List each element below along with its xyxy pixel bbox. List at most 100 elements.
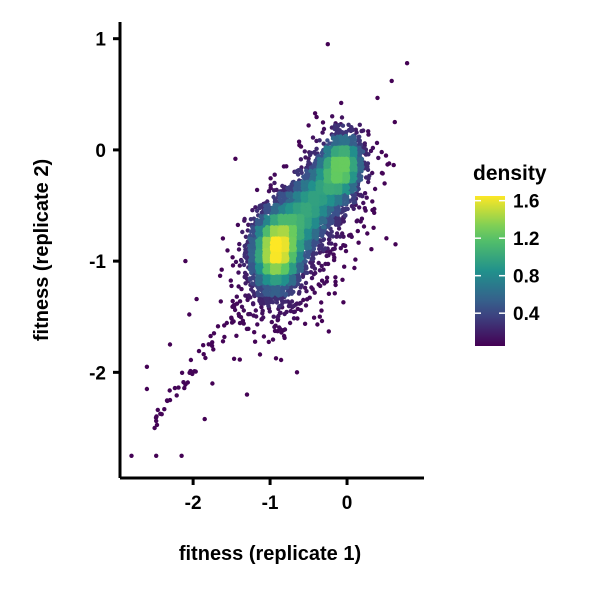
data-point <box>297 289 302 295</box>
data-point <box>350 138 355 143</box>
data-point <box>385 162 390 167</box>
data-point <box>349 188 354 194</box>
data-point <box>234 333 239 338</box>
data-point <box>349 204 355 209</box>
data-point <box>295 193 300 198</box>
data-point <box>266 303 271 309</box>
data-point <box>352 141 358 147</box>
data-point <box>340 277 345 282</box>
data-point <box>323 261 328 267</box>
data-point <box>231 356 237 361</box>
data-point <box>335 126 340 131</box>
data-point <box>234 294 239 299</box>
data-point <box>297 185 302 190</box>
data-point <box>260 311 265 316</box>
data-point <box>257 297 262 302</box>
data-point <box>366 179 371 185</box>
data-point <box>230 263 236 268</box>
data-point <box>300 240 305 245</box>
data-point <box>154 418 159 424</box>
data-point <box>224 320 229 326</box>
data-point <box>362 141 367 146</box>
data-point <box>237 299 243 304</box>
data-point <box>356 240 361 245</box>
data-point <box>252 339 258 344</box>
data-point <box>250 228 255 233</box>
data-point <box>357 122 362 128</box>
data-point <box>316 260 321 266</box>
data-point <box>321 267 326 272</box>
data-point <box>319 308 324 313</box>
data-point <box>339 130 345 135</box>
data-point <box>273 323 278 328</box>
data-point <box>366 152 371 157</box>
data-point <box>217 273 223 278</box>
data-point <box>181 380 186 385</box>
data-point <box>310 176 315 181</box>
data-point <box>237 357 242 362</box>
data-point <box>341 243 346 248</box>
data-point <box>237 241 242 247</box>
data-point <box>317 180 322 185</box>
data-point <box>307 152 313 158</box>
data-point <box>319 243 325 248</box>
data-point <box>299 246 305 251</box>
data-point <box>291 316 297 321</box>
data-point <box>317 268 323 273</box>
data-point <box>366 129 371 134</box>
data-point <box>187 312 192 317</box>
data-point <box>176 385 181 390</box>
data-point <box>368 148 374 154</box>
data-point <box>271 314 276 319</box>
data-point <box>263 280 269 285</box>
data-point <box>242 243 247 249</box>
data-point <box>254 208 260 213</box>
data-point <box>382 181 387 186</box>
data-point <box>337 234 343 239</box>
data-point <box>267 205 272 211</box>
data-point <box>246 222 251 227</box>
data-point <box>277 195 282 200</box>
data-point <box>321 126 327 132</box>
data-point <box>334 234 339 239</box>
data-point <box>262 284 268 289</box>
data-point <box>325 42 330 47</box>
data-point <box>299 265 305 271</box>
data-point <box>305 229 310 234</box>
data-point <box>289 304 295 309</box>
data-point <box>284 164 289 169</box>
data-point <box>265 296 270 301</box>
data-point <box>340 231 345 236</box>
data-point <box>304 170 310 175</box>
data-point <box>297 301 302 306</box>
data-point <box>236 284 241 289</box>
data-point <box>258 301 264 306</box>
data-point <box>278 310 283 315</box>
data-point <box>196 348 202 354</box>
data-point <box>254 187 260 193</box>
data-point <box>250 276 255 281</box>
data-point <box>162 407 167 412</box>
data-point <box>350 127 355 133</box>
data-point <box>201 352 206 357</box>
data-point <box>219 267 224 272</box>
data-point <box>298 157 304 162</box>
data-point <box>359 174 364 179</box>
data-point <box>362 191 368 196</box>
data-point <box>284 309 289 315</box>
data-point <box>268 183 273 188</box>
data-point <box>376 155 381 161</box>
data-point <box>309 180 315 185</box>
data-point <box>277 325 282 330</box>
data-point <box>336 123 341 128</box>
data-point <box>379 170 385 176</box>
data-point <box>320 120 326 125</box>
data-point <box>308 270 314 275</box>
data-point <box>333 219 339 224</box>
data-point <box>313 270 318 276</box>
data-point <box>379 149 384 155</box>
data-point <box>363 208 368 213</box>
data-point <box>319 220 324 225</box>
data-point <box>352 195 357 200</box>
data-point <box>307 295 312 300</box>
